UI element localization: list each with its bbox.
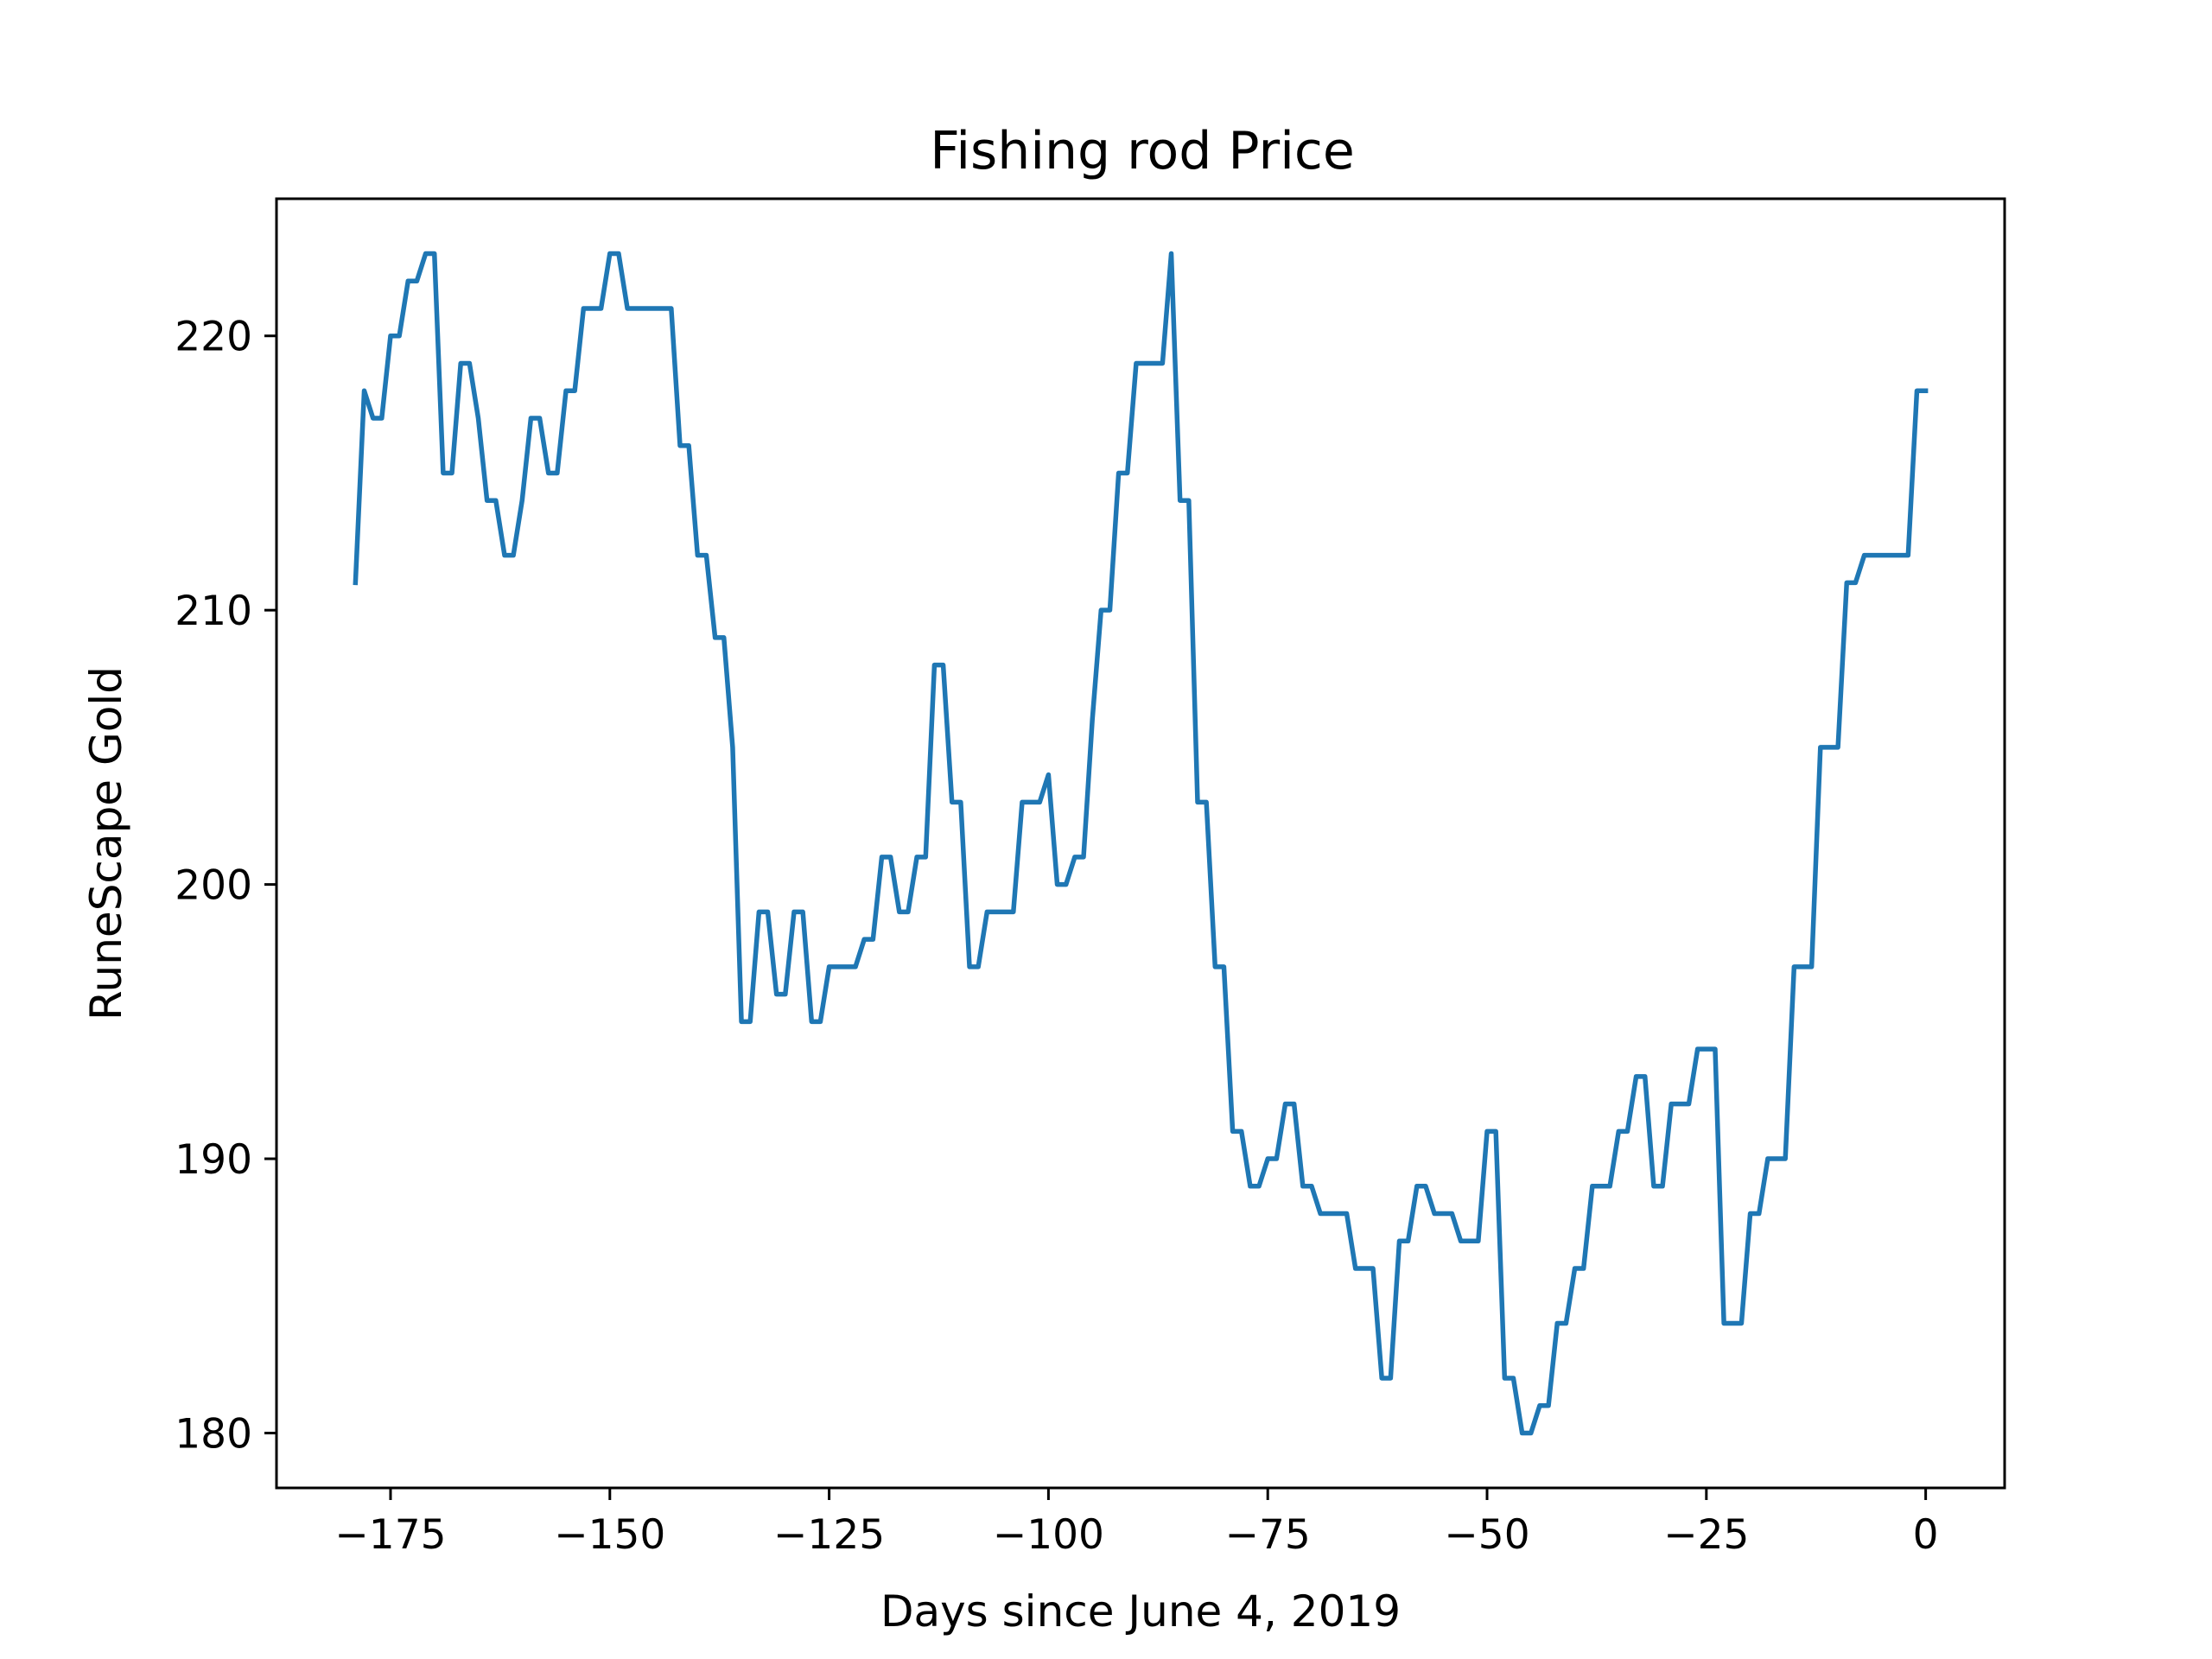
y-axis-label: RuneScape Gold (81, 666, 131, 1020)
y-tick-label: 180 (175, 1411, 252, 1459)
x-tick-label: −125 (773, 1511, 885, 1559)
x-tick-label: −150 (554, 1511, 665, 1559)
x-tick-label: 0 (1913, 1511, 1939, 1559)
x-axis-ticks: −175 −150 −125 −100 −75 −50 −25 0 (334, 1488, 1939, 1559)
y-axis-ticks: 180 190 200 210 220 (175, 314, 276, 1459)
x-tick-label: −100 (993, 1511, 1104, 1559)
plot-frame (275, 197, 2006, 1490)
chart-title: Fishing rod Price (930, 121, 1355, 181)
y-tick-label: 220 (175, 314, 252, 361)
y-tick-label: 200 (175, 862, 252, 910)
y-tick-label: 190 (175, 1136, 252, 1184)
y-tick-label: 210 (175, 588, 252, 635)
x-axis-label: Days since June 4, 2019 (880, 1586, 1401, 1637)
x-tick-label: −75 (1225, 1511, 1311, 1559)
price-series-line (353, 251, 1929, 1436)
x-tick-label: −50 (1444, 1511, 1529, 1559)
plot-area (353, 251, 1929, 1436)
x-tick-label: −25 (1663, 1511, 1749, 1559)
x-tick-label: −175 (334, 1511, 446, 1559)
